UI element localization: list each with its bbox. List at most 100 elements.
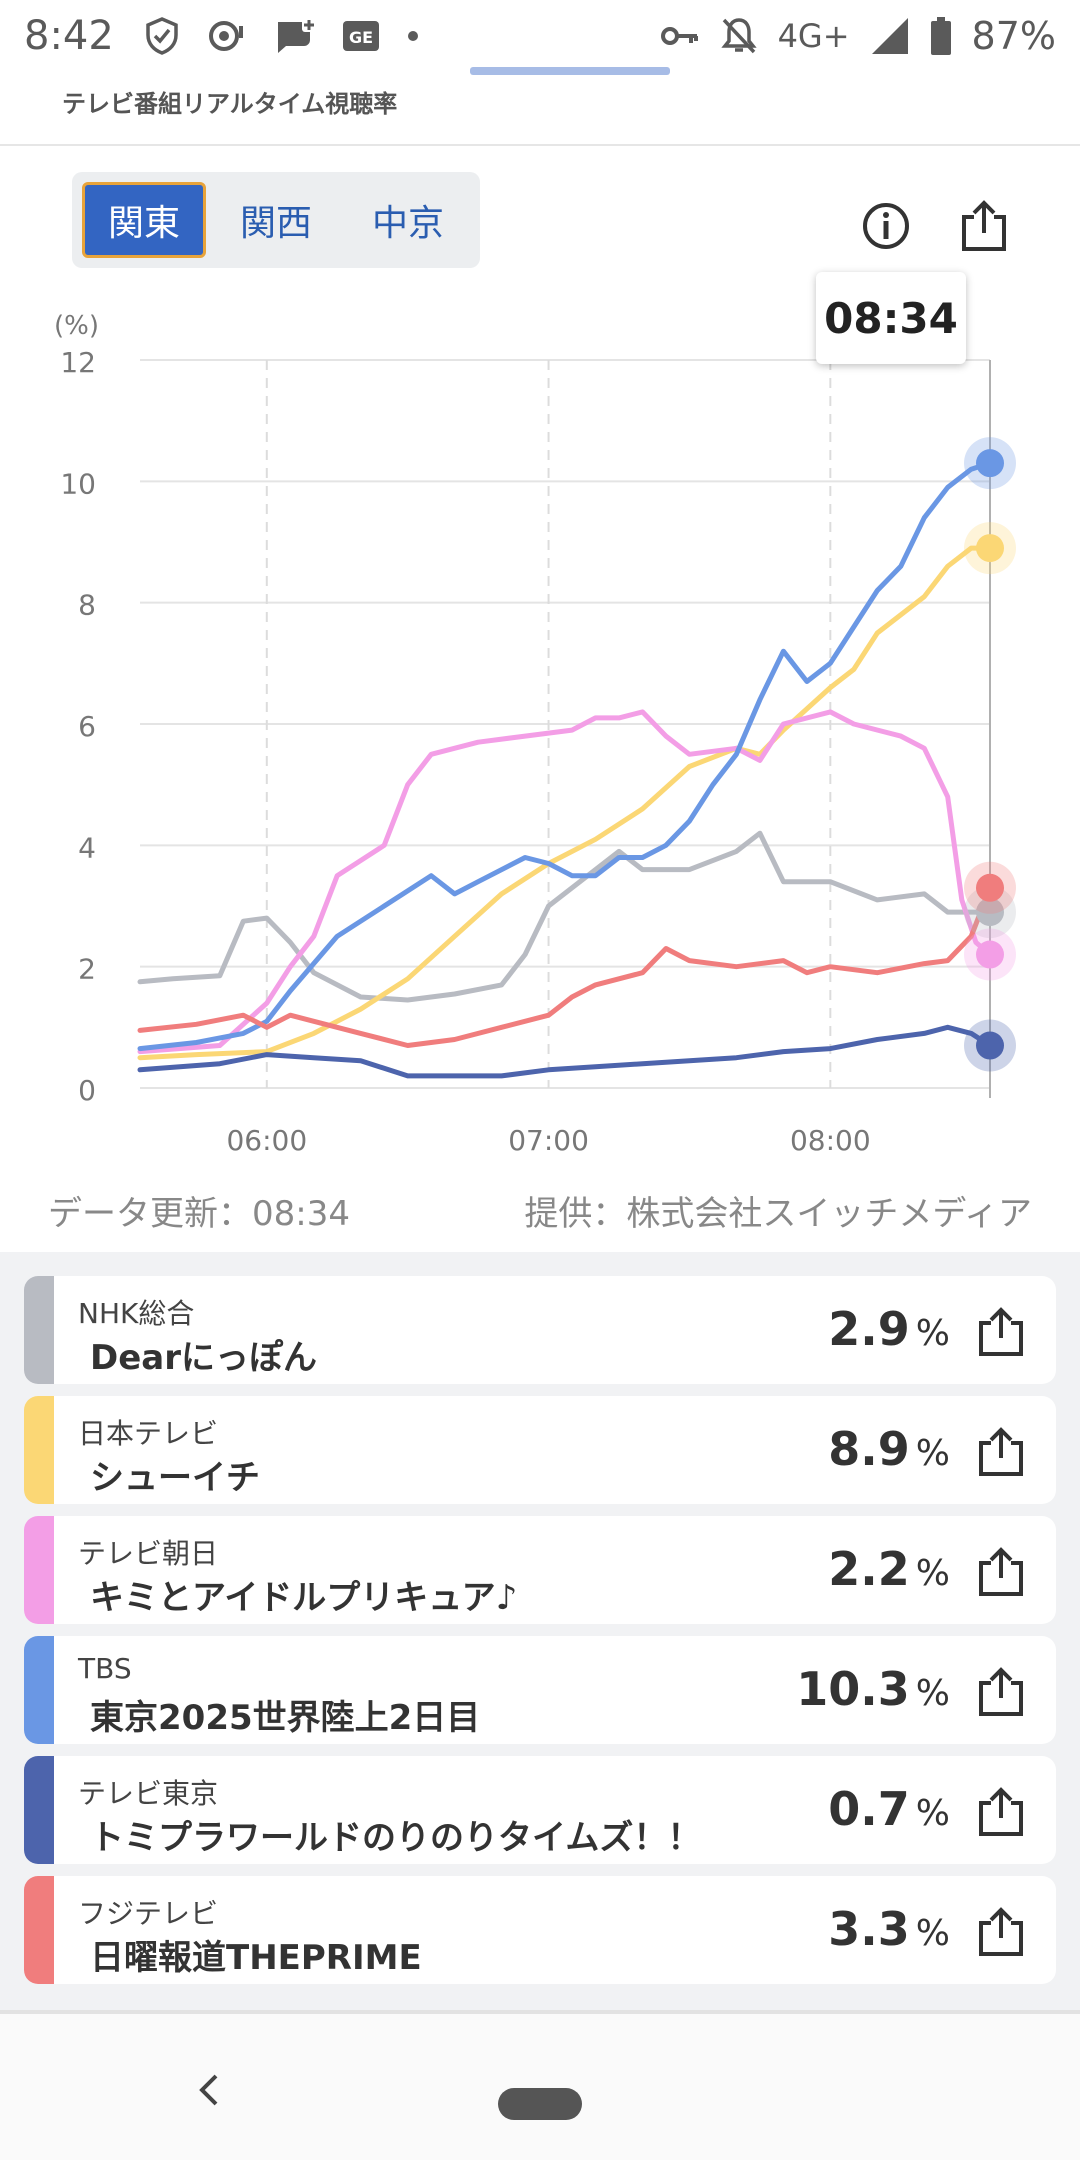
y-unit-label: (%) [54,311,99,341]
series-end-marker-2 [976,940,1004,969]
svg-text:GE: GE [349,28,373,47]
rating-unit: % [915,1553,950,1594]
info-icon[interactable] [860,198,912,254]
rating-number: 0.7 [828,1782,910,1836]
rating-number: 8.9 [828,1422,910,1476]
channel-row-tv-tokyo[interactable]: テレビ東京 トミプラワールドのりのりタイムズ！！ 0.7% [24,1756,1056,1864]
status-bar: 8:42 GE 4G+ 87% [0,0,1080,72]
channel-list: NHK総合 Dearにっぽん 2.9% 日本テレビ シューイチ 8.9% テレビ… [0,1252,1080,2012]
y-tick-label: 6 [78,710,96,743]
provider-label: 提供：株式会社スイッチメディア [524,1194,1032,1234]
data-updated-label: データ更新：08:34 [48,1194,350,1234]
rating-value: 3.3% [828,1902,950,1956]
series-end-marker-3 [976,449,1004,478]
rating-value: 2.2% [828,1542,950,1596]
series-line-2 [137,709,993,1055]
share-icon[interactable] [976,1666,1026,1718]
tab-kansai[interactable]: 関西 [239,203,312,244]
program-title: キミとアイドルプリキュア♪ [90,1578,518,1618]
chart-actions [860,198,1010,254]
data-saver-icon [206,16,246,56]
rating-chart-svg: 0 2 4 6 8 10 12 (%) 06:00 07:00 08:00 [54,311,1016,1157]
chart-share-icon[interactable] [958,198,1010,254]
x-tick-label: 08:00 [790,1124,871,1157]
channel-row-ntv[interactable]: 日本テレビ シューイチ 8.9% [24,1396,1056,1504]
channel-name: フジテレビ [78,1897,219,1930]
chart-meta: データ更新：08:34 提供：株式会社スイッチメディア [48,1186,1032,1235]
channel-color-bar [24,1876,54,1984]
channel-name: NHK総合 [78,1297,195,1330]
y-tick-label: 10 [60,467,96,500]
program-title: Dearにっぽん [90,1338,317,1378]
tab-chukyo[interactable]: 中京 [371,203,444,244]
channel-color-bar [24,1276,54,1384]
status-time: 8:42 [24,13,114,59]
series-line-1 [137,545,993,1061]
battery-icon [930,16,952,56]
series-end-marker-1 [976,534,1004,563]
channel-color-bar [24,1516,54,1624]
series-line-4 [137,1024,993,1079]
channel-row-nhk[interactable]: NHK総合 Dearにっぽん 2.9% [24,1276,1056,1384]
share-icon[interactable] [976,1426,1026,1478]
rating-value: 0.7% [828,1782,950,1836]
rating-number: 2.9 [828,1302,910,1356]
y-tick-label: 8 [78,589,96,622]
ge-icon: GE [342,20,380,52]
rating-unit: % [915,1913,950,1954]
rating-chart: 0 2 4 6 8 10 12 (%) 06:00 07:00 08:00 [0,280,1080,1180]
share-icon[interactable] [976,1546,1026,1598]
rating-number: 2.2 [828,1542,910,1596]
y-tick-label: 0 [78,1074,96,1107]
series-end-marker-5 [976,873,1004,902]
y-tick-label: 12 [60,346,96,379]
channel-row-fuji[interactable]: フジテレビ 日曜報道THEPRIME 3.3% [24,1876,1056,1984]
shield-check-icon [144,16,180,56]
x-tick-label: 07:00 [508,1124,589,1157]
program-title: トミプラワールドのりのりタイムズ！！ [90,1818,702,1858]
rating-number: 3.3 [828,1902,910,1956]
share-icon[interactable] [976,1306,1026,1358]
channel-color-bar [24,1396,54,1504]
channel-name: 日本テレビ [78,1417,219,1450]
message-plus-icon [272,16,316,56]
system-nav-bar [0,2010,1080,2160]
rating-unit: % [915,1673,950,1714]
program-title: 東京2025世界陸上2日目 [90,1698,481,1738]
share-icon[interactable] [976,1906,1026,1958]
header-cutoff-link [470,64,680,78]
back-icon[interactable] [194,2070,224,2110]
series-line-5 [137,885,993,1048]
series-line-0 [137,830,993,1003]
tab-kanto[interactable]: 関東 [82,182,206,258]
channel-color-bar [24,1636,54,1744]
app-header: テレビ番組リアルタイム視聴率 [0,67,1080,146]
channel-name: テレビ朝日 [78,1537,219,1570]
key-icon [660,22,700,50]
rating-unit: % [915,1433,950,1474]
channel-row-tbs[interactable]: TBS 東京2025世界陸上2日目 10.3% [24,1636,1056,1744]
signal-icon [870,16,910,56]
time-tooltip: 08:34 [816,272,966,364]
rating-value: 2.9% [828,1302,950,1356]
program-title: シューイチ [90,1458,260,1498]
region-tabs: 関東 関西 中京 [72,172,480,268]
channel-color-bar [24,1756,54,1864]
rating-value: 10.3% [796,1662,950,1716]
rating-number: 10.3 [796,1662,910,1716]
share-icon[interactable] [976,1786,1026,1838]
home-pill[interactable] [498,2088,582,2120]
program-title: 日曜報道THEPRIME [90,1938,422,1978]
y-tick-label: 4 [78,831,96,864]
channel-name: TBS [78,1652,132,1685]
series-end-marker-0 [976,898,1004,927]
rating-unit: % [915,1313,950,1354]
network-type: 4G+ [777,17,850,55]
series-line-3 [137,460,993,1052]
y-tick-label: 2 [78,953,96,986]
battery-percent: 87% [971,14,1056,58]
x-tick-label: 06:00 [226,1124,307,1157]
channel-row-tv-asahi[interactable]: テレビ朝日 キミとアイドルプリキュア♪ 2.2% [24,1516,1056,1624]
rating-unit: % [915,1793,950,1834]
dot-icon [406,29,420,43]
